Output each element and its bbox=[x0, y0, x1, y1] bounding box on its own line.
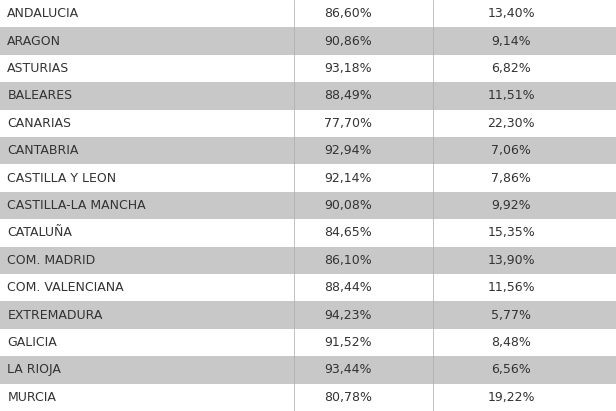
Text: 86,10%: 86,10% bbox=[324, 254, 372, 267]
FancyBboxPatch shape bbox=[0, 247, 616, 274]
Text: 5,77%: 5,77% bbox=[492, 309, 531, 321]
Text: COM. MADRID: COM. MADRID bbox=[7, 254, 95, 267]
Text: ANDALUCIA: ANDALUCIA bbox=[7, 7, 79, 20]
Text: 90,86%: 90,86% bbox=[324, 35, 372, 48]
Text: 6,56%: 6,56% bbox=[492, 363, 531, 376]
Text: GALICIA: GALICIA bbox=[7, 336, 57, 349]
FancyBboxPatch shape bbox=[0, 383, 616, 411]
FancyBboxPatch shape bbox=[0, 219, 616, 247]
FancyBboxPatch shape bbox=[0, 301, 616, 329]
FancyBboxPatch shape bbox=[0, 164, 616, 192]
Text: 9,14%: 9,14% bbox=[492, 35, 531, 48]
Text: 13,90%: 13,90% bbox=[487, 254, 535, 267]
Text: LA RIOJA: LA RIOJA bbox=[7, 363, 61, 376]
FancyBboxPatch shape bbox=[0, 137, 616, 164]
Text: CANTABRIA: CANTABRIA bbox=[7, 144, 79, 157]
Text: 92,94%: 92,94% bbox=[324, 144, 372, 157]
FancyBboxPatch shape bbox=[0, 192, 616, 219]
Text: 80,78%: 80,78% bbox=[324, 391, 372, 404]
Text: 6,82%: 6,82% bbox=[492, 62, 531, 75]
Text: 11,56%: 11,56% bbox=[487, 281, 535, 294]
Text: 7,86%: 7,86% bbox=[492, 172, 531, 185]
FancyBboxPatch shape bbox=[0, 0, 616, 28]
Text: 15,35%: 15,35% bbox=[487, 226, 535, 239]
Text: 77,70%: 77,70% bbox=[324, 117, 372, 130]
Text: 88,49%: 88,49% bbox=[324, 90, 372, 102]
Text: CASTILLA-LA MANCHA: CASTILLA-LA MANCHA bbox=[7, 199, 146, 212]
Text: BALEARES: BALEARES bbox=[7, 90, 73, 102]
Text: 86,60%: 86,60% bbox=[324, 7, 372, 20]
Text: 93,44%: 93,44% bbox=[324, 363, 372, 376]
Text: 22,30%: 22,30% bbox=[487, 117, 535, 130]
Text: ASTURIAS: ASTURIAS bbox=[7, 62, 70, 75]
Text: 8,48%: 8,48% bbox=[492, 336, 531, 349]
Text: 91,52%: 91,52% bbox=[324, 336, 372, 349]
Text: MURCIA: MURCIA bbox=[7, 391, 56, 404]
Text: 88,44%: 88,44% bbox=[324, 281, 372, 294]
FancyBboxPatch shape bbox=[0, 329, 616, 356]
FancyBboxPatch shape bbox=[0, 274, 616, 301]
Text: 13,40%: 13,40% bbox=[487, 7, 535, 20]
Text: 19,22%: 19,22% bbox=[487, 391, 535, 404]
Text: COM. VALENCIANA: COM. VALENCIANA bbox=[7, 281, 124, 294]
Text: 84,65%: 84,65% bbox=[324, 226, 372, 239]
Text: 93,18%: 93,18% bbox=[324, 62, 372, 75]
Text: 94,23%: 94,23% bbox=[324, 309, 372, 321]
Text: EXTREMADURA: EXTREMADURA bbox=[7, 309, 103, 321]
Text: 92,14%: 92,14% bbox=[324, 172, 372, 185]
Text: ARAGON: ARAGON bbox=[7, 35, 62, 48]
FancyBboxPatch shape bbox=[0, 28, 616, 55]
FancyBboxPatch shape bbox=[0, 356, 616, 383]
Text: 90,08%: 90,08% bbox=[324, 199, 372, 212]
FancyBboxPatch shape bbox=[0, 82, 616, 110]
Text: 7,06%: 7,06% bbox=[492, 144, 531, 157]
Text: 9,92%: 9,92% bbox=[492, 199, 531, 212]
Text: 11,51%: 11,51% bbox=[487, 90, 535, 102]
FancyBboxPatch shape bbox=[0, 55, 616, 82]
Text: CASTILLA Y LEON: CASTILLA Y LEON bbox=[7, 172, 116, 185]
FancyBboxPatch shape bbox=[0, 110, 616, 137]
Text: CATALUÑA: CATALUÑA bbox=[7, 226, 72, 239]
Text: CANARIAS: CANARIAS bbox=[7, 117, 71, 130]
